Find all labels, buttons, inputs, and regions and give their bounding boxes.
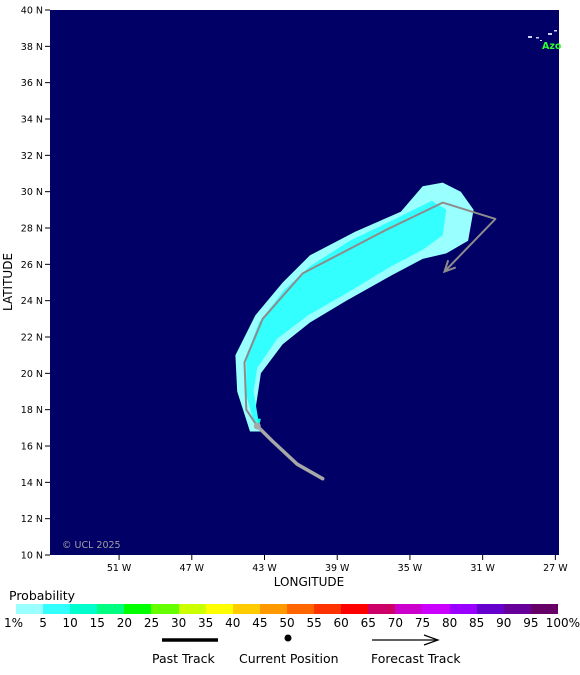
lat-tick-label: 20 N [21, 369, 43, 380]
probability-5pct-area [246, 200, 447, 428]
legend-swatch [259, 604, 287, 614]
legend-tick-label: 90 [496, 616, 512, 630]
forecast-arrow-head [442, 259, 457, 274]
island-speck [536, 37, 539, 39]
lat-tick-label: 36 N [21, 78, 43, 89]
legend-tick-label: 85 [469, 616, 485, 630]
storm-track-map: Azo 10 N 12 N 14 N 16 N 18 N 20 N 22 N 24 N 26 N… [1, 6, 568, 587]
legend-tick-label: 25 [143, 616, 160, 630]
legend-tick-label: 80 [441, 616, 458, 630]
lon-tick-label: 43 W [252, 563, 277, 574]
legend-swatch [449, 604, 477, 614]
legend-swatch [395, 604, 423, 614]
legend-swatch [503, 604, 531, 614]
past-track-line [255, 424, 325, 481]
probability-layer [235, 182, 474, 432]
legend-tick-label: 45 [252, 616, 268, 630]
past-track-swatch [162, 638, 218, 642]
lat-tick-label: 28 N [21, 224, 43, 235]
legend-tick-label: 35 [198, 616, 214, 630]
region-label: Azo [542, 41, 562, 52]
forecast-track-key: Forecast Track [370, 634, 470, 666]
legend-swatch [124, 604, 152, 614]
lon-tick-label: 31 W [470, 563, 495, 574]
legend-swatch [205, 604, 233, 614]
legend-tick-label: 65 [360, 616, 376, 630]
lat-tick-label: 10 N [21, 551, 43, 562]
lat-tick-label: 16 N [21, 442, 43, 453]
lon-tick-label: 39 W [325, 563, 350, 574]
legend-tick-label: 15 [89, 616, 105, 630]
past-track-key: Past Track [152, 636, 232, 666]
legend-swatch [286, 604, 315, 614]
y-axis-title: LATITUDE [1, 253, 15, 311]
past-track-label: Past Track [152, 651, 215, 666]
lat-tick-label: 40 N [21, 6, 43, 17]
legend-swatch [476, 604, 504, 614]
legend-color-bar [16, 604, 558, 614]
legend-tick-label: 60 [333, 616, 349, 630]
legend-tick-label: 20 [116, 616, 133, 630]
legend-tick-label: 30 [170, 616, 187, 630]
probability-10pct-area [257, 418, 261, 426]
forecast-track-arrow [372, 634, 440, 646]
legend-swatch [314, 604, 342, 614]
latitude-ticks: 10 N 12 N 14 N 16 N 18 N 20 N 22 N 24 N 26 N 28 N… [21, 6, 50, 562]
lat-tick-label: 26 N [21, 260, 43, 271]
current-position-key: Current Position [238, 634, 348, 666]
legend-tick-label: 55 [306, 616, 322, 630]
island-speck [540, 40, 542, 41]
island-speck [554, 30, 557, 32]
legend-labels: 1% 5 10 15 20 25 30 35 40 45 50 55 60 65 70 75 80 85 90 95 1… [0, 616, 580, 630]
legend-tick-label: 95 [523, 616, 539, 630]
legend: Probability 1% 5 10 15 20 25 30 35 40 45 50 55 60 65 7… [0, 586, 580, 675]
copyright: © UCL 2025 [62, 540, 121, 551]
current-position-label: Current Position [239, 651, 339, 666]
lon-tick-label: 47 W [180, 563, 205, 574]
legend-tick-label: 50 [279, 616, 295, 630]
legend-swatch [341, 604, 369, 614]
x-axis-title: LONGITUDE [274, 575, 344, 586]
lon-tick-label: 27 W [543, 563, 568, 574]
legend-swatch [16, 604, 44, 614]
legend-swatch [151, 604, 179, 614]
longitude-ticks: 51 W 47 W 43 W 39 W 35 W 31 W 27 W [107, 555, 568, 574]
legend-swatch [70, 604, 98, 614]
lon-tick-label: 51 W [107, 563, 132, 574]
island-speck [548, 33, 552, 35]
legend-tick-label: 10 [62, 616, 78, 630]
legend-swatch [422, 604, 450, 614]
legend-swatch [97, 604, 125, 614]
lat-tick-label: 32 N [21, 151, 43, 162]
lat-tick-label: 14 N [21, 478, 43, 489]
current-position-dot [284, 634, 292, 642]
forecast-track-label: Forecast Track [371, 651, 461, 666]
lon-tick-label: 35 W [398, 563, 423, 574]
forecast-track-line [243, 201, 497, 427]
legend-swatch [530, 604, 558, 614]
legend-swatch [178, 604, 206, 614]
lat-tick-label: 34 N [21, 115, 43, 126]
legend-swatch [368, 604, 396, 614]
legend-tick-label: 70 [387, 616, 404, 630]
legend-swatch [43, 604, 71, 614]
legend-tick-label: 5 [39, 616, 47, 630]
legend-title: Probability [9, 588, 76, 603]
lat-tick-label: 24 N [21, 296, 43, 307]
legend-swatch [232, 604, 260, 614]
legend-tick-label: 1% [4, 616, 24, 630]
lat-tick-label: 30 N [21, 187, 43, 198]
island-speck [528, 36, 532, 38]
track-layer [243, 201, 497, 481]
lat-tick-label: 12 N [21, 514, 43, 525]
legend-tick-label: 100% [545, 616, 580, 630]
lat-tick-label: 22 N [21, 333, 43, 344]
lat-tick-label: 38 N [21, 42, 43, 53]
current-position-marker [253, 422, 261, 430]
lat-tick-label: 18 N [21, 405, 43, 416]
legend-tick-label: 40 [225, 616, 241, 630]
azores-islands [528, 30, 557, 41]
legend-tick-label: 75 [414, 616, 431, 630]
